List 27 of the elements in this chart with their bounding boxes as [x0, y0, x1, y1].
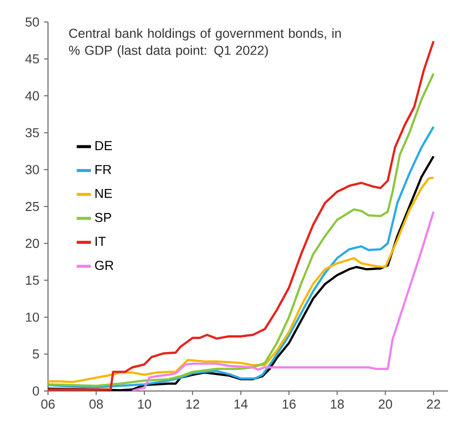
- y-tick-label: 5: [32, 350, 39, 359]
- y-tick-label: 10: [26, 312, 39, 322]
- legend-label: FR: [95, 165, 112, 174]
- legend-label: NE: [95, 188, 112, 198]
- x-tick-label: 16: [282, 400, 296, 409]
- y-tick-label: 25: [26, 202, 39, 212]
- x-tick-label: 06: [41, 400, 55, 409]
- x-tick-label: 10: [138, 400, 152, 409]
- y-tick-label: 15: [26, 276, 39, 285]
- y-tick-label: 40: [25, 91, 39, 100]
- y-tick-label: 50: [26, 17, 39, 27]
- x-tick-label: 20: [378, 400, 392, 409]
- legend-label: SP: [95, 212, 112, 222]
- legend-label: IT: [96, 236, 106, 246]
- x-tick-label: 08: [89, 400, 103, 409]
- legend-label: GR: [95, 260, 114, 270]
- x-tick-label: 12: [186, 400, 200, 409]
- y-tick-label: 20: [26, 238, 39, 248]
- y-tick-label: 0: [32, 386, 39, 396]
- legend-label: DE: [95, 141, 112, 150]
- text: Central bank holdings of government bonds, in % GDP (last data point: Q1 2022): [69, 28, 341, 58]
- y-tick-label: 35: [26, 128, 39, 138]
- x-tick-label: 18: [330, 400, 344, 409]
- y-tick-label: 45: [25, 54, 39, 64]
- x-tick-label: 14: [234, 400, 248, 408]
- y-tick-label: 30: [26, 164, 39, 174]
- x-tick-label: 22: [426, 400, 440, 409]
